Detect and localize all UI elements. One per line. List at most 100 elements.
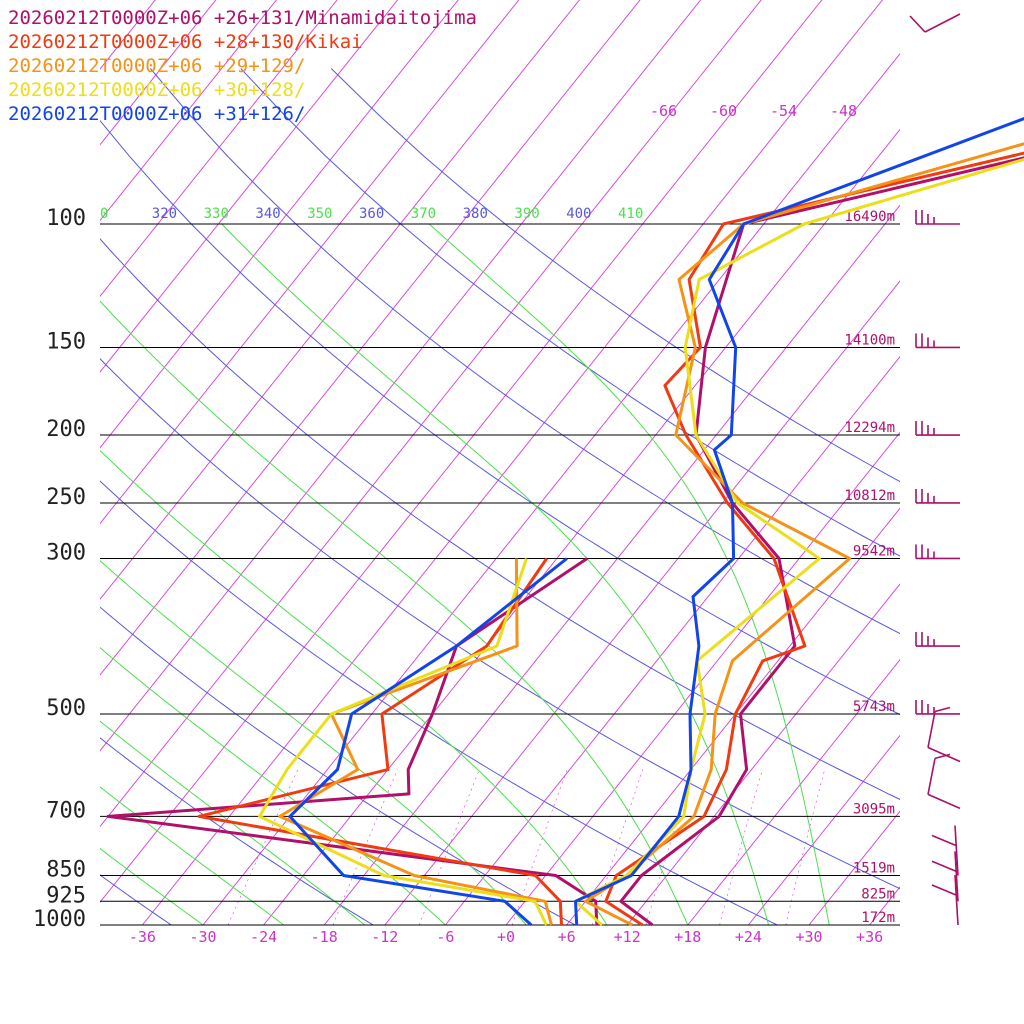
- sounding-profiles: [106, 116, 1024, 927]
- x-tick-label: -6: [436, 928, 454, 946]
- isotherm-line: [505, 431, 900, 925]
- isotherm-line: [100, 0, 580, 600]
- isotherm-line: [100, 0, 823, 903]
- height-label: 172m: [861, 910, 895, 926]
- wind-barb: [915, 333, 960, 349]
- theta-label: 340: [255, 206, 280, 222]
- wind-barb: [909, 13, 961, 33]
- pressure-label: 500: [46, 696, 86, 721]
- dry-adiabat-line: [100, 606, 576, 925]
- x-tick-label: -36: [129, 928, 156, 946]
- x-tick-label: -30: [189, 928, 216, 946]
- moist-adiabat-line: [221, 223, 770, 925]
- top-isotherm-label: -66: [650, 102, 677, 120]
- x-tick-label: -24: [250, 928, 277, 946]
- pressure-label: 300: [46, 540, 86, 565]
- height-label: 10812m: [844, 488, 895, 504]
- height-label: 825m: [861, 886, 895, 902]
- isotherm-line: [100, 0, 217, 146]
- wind-barb: [915, 544, 960, 560]
- dry-adiabat-line: [240, 68, 900, 557]
- wind-barb: [931, 851, 959, 902]
- temperature-line: [619, 156, 1024, 927]
- temperature-line: [574, 116, 1024, 926]
- isotherm-line: [100, 0, 641, 676]
- top-isotherm-label: -60: [710, 102, 737, 120]
- pressure-label: 250: [46, 485, 86, 510]
- dry-adiabat-line: [330, 68, 900, 483]
- isotherm-line: [808, 810, 900, 925]
- pressure-label: 100: [46, 206, 86, 231]
- wind-barbs: [909, 13, 961, 926]
- isotherm-line: [0, 0, 186, 925]
- dewpoint-line: [278, 558, 553, 926]
- mixing-ratio-line: [419, 769, 480, 925]
- pressure-label: 925: [46, 883, 86, 908]
- mixing-ratio-line: [719, 769, 763, 925]
- dry-adiabat-line: [100, 119, 900, 716]
- isotherm-line: [100, 0, 156, 70]
- top-isotherm-label: -48: [830, 102, 857, 120]
- top-isotherm-label: -54: [770, 102, 797, 120]
- height-label: 5743m: [853, 699, 895, 715]
- isotherm-line: [142, 0, 883, 925]
- profile-kikai: [197, 151, 1024, 927]
- pressure-label: 200: [46, 417, 86, 442]
- height-label: 14100m: [844, 332, 895, 348]
- theta-label: 400: [566, 206, 591, 222]
- isotherm-line: [100, 0, 702, 752]
- theta-labels: 0 320 330 340 350 360 370 380 390 400 410: [100, 206, 643, 222]
- pressure-label: 700: [46, 798, 86, 823]
- dewpoint-line: [258, 558, 548, 926]
- isotherm-line: [445, 356, 900, 925]
- dry-adiabat-line: [150, 68, 900, 635]
- x-tick-label: +12: [614, 928, 641, 946]
- dry-adiabat-line: [100, 737, 374, 925]
- legend-entry: 20260212T0000Z+06 +26+131/Minamidaitojim…: [8, 7, 477, 29]
- dry-adiabat-line: [100, 480, 778, 925]
- isotherm-line: [0, 0, 126, 925]
- theta-label: 410: [618, 206, 643, 222]
- theta-label: 330: [204, 206, 229, 222]
- isotherm-line: [100, 0, 762, 828]
- pressure-label: 150: [46, 329, 86, 354]
- dry-adiabat-line: [100, 358, 900, 890]
- theta-label: 380: [463, 206, 488, 222]
- x-tick-label: -18: [311, 928, 338, 946]
- profile-kikai29: [278, 142, 1024, 927]
- theta-label: 350: [307, 206, 332, 222]
- legend-entry: 20260212T0000Z+06 +30+128/: [8, 79, 305, 101]
- mixing-ratio-line: [332, 769, 398, 925]
- isotherm-line: [100, 0, 520, 525]
- x-axis-ticks: -36 -30 -24 -18 -12 -6 +0 +6 +12 +18 +24 +30 +36: [129, 928, 883, 946]
- legend-entry: 20260212T0000Z+06 +28+130/Kikai: [8, 31, 363, 53]
- x-tick-label: +18: [674, 928, 701, 946]
- dewpoint-line: [288, 557, 568, 927]
- theta-label: 320: [152, 206, 177, 222]
- isotherm-line: [100, 0, 399, 373]
- isotherm-line: [202, 53, 900, 925]
- profile-kikai31: [288, 116, 1024, 927]
- dry-adiabat-line: [100, 238, 900, 801]
- theta-label: 360: [359, 206, 384, 222]
- isotherm-line: [0, 0, 307, 925]
- theta-label: 370: [411, 206, 436, 222]
- wind-barb: [927, 706, 961, 763]
- x-tick-label: +30: [795, 928, 822, 946]
- legend-entry: 20260212T0000Z+06 +29+129/: [8, 55, 305, 77]
- isotherm-line: [930, 0, 1024, 925]
- legend-entry: 20260212T0000Z+06 +31+126/: [8, 103, 305, 125]
- temperature-line: [584, 142, 1024, 927]
- height-label: 16490m: [844, 209, 895, 225]
- x-tick-label: +36: [856, 928, 883, 946]
- height-label: 12294m: [844, 420, 895, 436]
- wind-barb: [915, 488, 960, 504]
- height-label: 1519m: [853, 861, 895, 877]
- isotherm-line: [687, 659, 900, 925]
- wind-barb: [927, 753, 961, 810]
- isotherm-line: [566, 507, 900, 925]
- x-tick-label: -12: [371, 928, 398, 946]
- legend: 20260212T0000Z+06 +26+131/Minamidaitojim…: [8, 7, 477, 125]
